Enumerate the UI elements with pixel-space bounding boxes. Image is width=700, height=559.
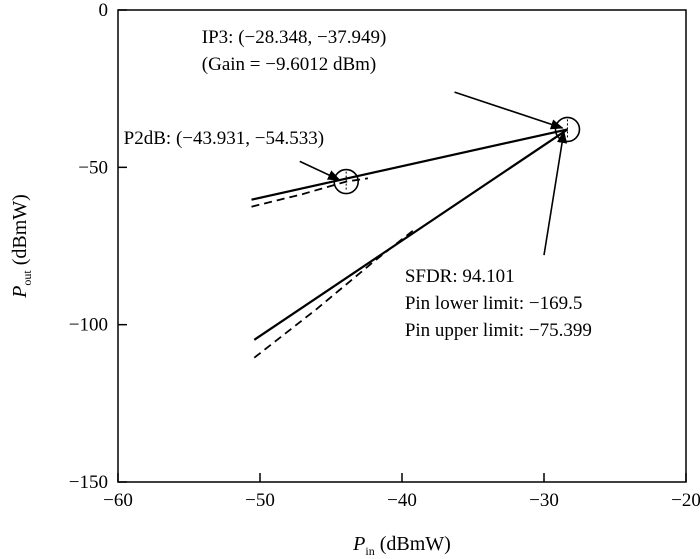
- y-axis-label-sub: out: [20, 270, 34, 286]
- x-axis-ticks: −60 −50 −40 −30 −20: [103, 473, 700, 511]
- p2db-arrow: [299, 160, 341, 181]
- x-tick-label: −40: [387, 490, 417, 511]
- markers-layer: [333, 116, 581, 195]
- x-axis-label: Pin (dBmW): [352, 533, 451, 558]
- sfdr-arrow: [543, 130, 568, 256]
- y-tick-label: −50: [78, 157, 108, 178]
- ip3-arrow: [454, 91, 564, 130]
- ip3-annotation-line: (Gain = −9.6012 dBm): [202, 54, 376, 75]
- ip3-annotation: IP3: (−28.348, −37.949) (Gain = −9.6012 d…: [202, 27, 387, 75]
- y-axis-ticks: −150 −100 −50 0: [69, 0, 127, 493]
- series-2-dashed-line: [251, 177, 369, 208]
- x-tick-label: −50: [245, 490, 275, 511]
- y-axis-label-main: P: [9, 286, 31, 299]
- series-3-solid-line: [253, 128, 569, 341]
- y-tick-label: −150: [69, 472, 108, 493]
- series-layer: [251, 128, 569, 359]
- x-axis-label-sub: in: [365, 544, 374, 558]
- plot-frame: [117, 9, 687, 483]
- x-axis-label-main: P: [352, 533, 365, 555]
- ip3-circle: [554, 116, 581, 143]
- ip3-annotation-line: IP3: (−28.348, −37.949): [202, 27, 387, 48]
- sfdr-annotation: SFDR: 94.101 Pin lower limit: −169.5 Pin u…: [405, 266, 592, 341]
- p2db-annotation-line: P2dB: (−43.931, −54.533): [124, 128, 324, 149]
- series-4-dashed-line: [253, 229, 414, 359]
- sfdr-annotation-line: Pin lower limit: −169.5: [405, 293, 582, 314]
- y-axis-label-unit: (dBmW): [9, 194, 31, 265]
- y-axis-label: Pout (dBmW): [9, 194, 34, 299]
- y-tick-label: 0: [99, 0, 109, 21]
- sfdr-annotation-line: SFDR: 94.101: [405, 266, 515, 287]
- p2db-annotation: P2dB: (−43.931, −54.533): [124, 128, 324, 149]
- y-tick-label: −100: [69, 315, 108, 336]
- x-axis-label-unit: (dBmW): [380, 533, 451, 555]
- x-tick-label: −30: [529, 490, 559, 511]
- sfdr-annotation-line: Pin upper limit: −75.399: [405, 320, 592, 341]
- p2db-circle: [333, 168, 359, 195]
- series-1-solid-line: [251, 128, 568, 201]
- annotations-layer: IP3: (−28.348, −37.949) (Gain = −9.6012 d…: [124, 27, 592, 341]
- x-tick-label: −60: [103, 490, 133, 511]
- x-tick-label: −20: [671, 490, 700, 511]
